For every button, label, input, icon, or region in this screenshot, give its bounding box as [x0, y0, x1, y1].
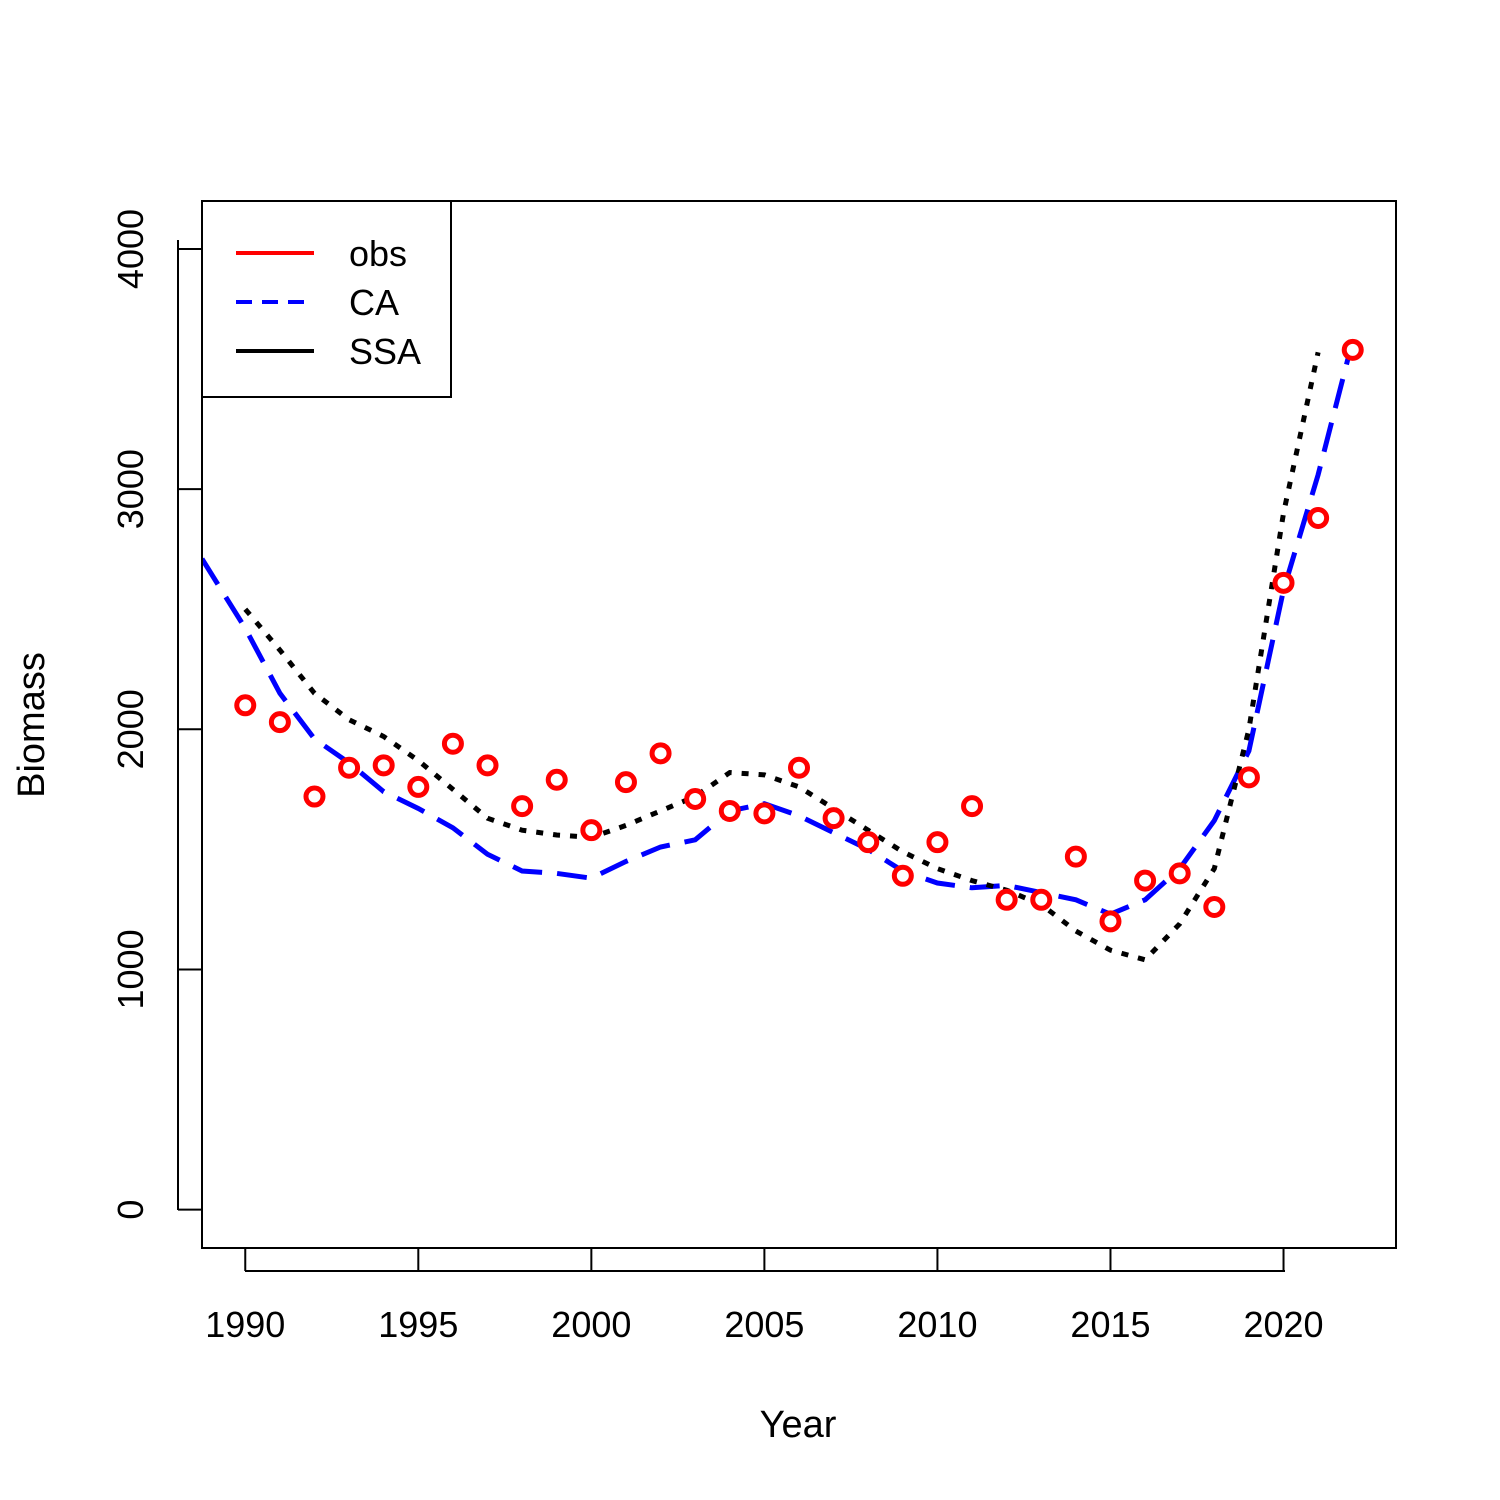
obs-point — [995, 888, 1018, 911]
obs-point — [441, 732, 464, 755]
y-tick-label: 4000 — [110, 209, 151, 289]
obs-point — [1237, 766, 1260, 789]
legend: obs CA SSA — [201, 200, 452, 398]
obs-point — [649, 742, 672, 765]
obs-point — [614, 771, 637, 794]
obs-point — [545, 768, 568, 791]
obs-point — [718, 799, 741, 822]
obs-point — [822, 807, 845, 830]
legend-label-ssa: SSA — [349, 331, 421, 372]
x-tick-label: 2015 — [1070, 1304, 1150, 1345]
obs-point — [1064, 845, 1087, 868]
y-tick-label: 1000 — [110, 929, 151, 1009]
plot-frame — [201, 200, 1397, 1249]
obs-point — [1134, 869, 1157, 892]
y-axis-title: Biomass — [11, 652, 53, 798]
obs-point — [372, 754, 395, 777]
obs-points — [234, 338, 1364, 933]
obs-point — [338, 756, 361, 779]
obs-point — [857, 831, 880, 854]
y-ticks: 0 1000 2000 3000 4000 — [110, 209, 202, 1220]
x-ticks: 1990 1995 2000 2005 2010 2015 2020 — [205, 1248, 1324, 1345]
series-line-ca — [202, 339, 1356, 917]
obs-point — [788, 756, 810, 779]
legend-label-ca: CA — [349, 282, 399, 323]
x-tick-label: 1990 — [205, 1304, 285, 1345]
x-axis-title: Year — [760, 1404, 837, 1446]
obs-point — [234, 694, 257, 717]
x-tick-label: 2005 — [724, 1304, 804, 1345]
obs-point — [891, 864, 914, 887]
obs-point — [303, 785, 326, 808]
y-tick-label: 2000 — [110, 689, 151, 769]
obs-point — [1272, 571, 1295, 594]
obs-point — [580, 819, 603, 842]
legend-label-obs: obs — [349, 233, 407, 274]
plot-area — [202, 338, 1364, 963]
obs-point — [1203, 896, 1226, 919]
obs-point — [476, 754, 499, 777]
obs-point — [684, 787, 707, 810]
obs-point — [1341, 338, 1364, 361]
x-tick-label: 2020 — [1243, 1304, 1323, 1345]
obs-point — [511, 795, 534, 818]
obs-point — [961, 795, 984, 818]
x-tick-label: 2000 — [551, 1304, 631, 1345]
obs-point — [1168, 862, 1191, 885]
y-tick-label: 3000 — [110, 449, 151, 529]
obs-point — [753, 802, 776, 825]
x-tick-label: 2010 — [897, 1304, 977, 1345]
obs-point — [926, 831, 949, 854]
obs-point — [1099, 910, 1122, 933]
series-line-ssa — [243, 351, 1321, 963]
obs-point — [407, 775, 430, 798]
legend-box — [201, 200, 452, 398]
obs-point — [1307, 506, 1330, 529]
obs-point — [268, 711, 291, 734]
obs-point — [1030, 888, 1053, 911]
x-tick-label: 1995 — [378, 1304, 458, 1345]
y-tick-label: 0 — [110, 1200, 151, 1220]
